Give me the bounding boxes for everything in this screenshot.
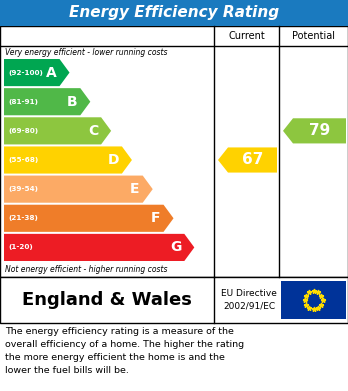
Text: EU Directive: EU Directive [221,289,277,298]
Text: overall efficiency of a home. The higher the rating: overall efficiency of a home. The higher… [5,340,244,349]
Text: The energy efficiency rating is a measure of the: The energy efficiency rating is a measur… [5,327,234,336]
Polygon shape [283,118,346,143]
Text: Not energy efficient - higher running costs: Not energy efficient - higher running co… [5,265,167,274]
Bar [0,0,348,26]
Text: C: C [88,124,98,138]
Text: A: A [46,66,56,80]
Text: G: G [170,240,181,255]
Text: Very energy efficient - lower running costs: Very energy efficient - lower running co… [5,48,167,57]
Text: Energy Efficiency Rating: Energy Efficiency Rating [69,5,279,20]
Polygon shape [4,117,111,144]
Text: 79: 79 [309,123,330,138]
Text: (39-54): (39-54) [8,186,38,192]
Text: (69-80): (69-80) [8,128,38,134]
Bar [0,277,348,323]
Text: Current: Current [228,31,265,41]
Polygon shape [4,176,153,203]
Text: (81-91): (81-91) [8,99,38,105]
Text: F: F [151,211,160,225]
Polygon shape [4,59,70,86]
Polygon shape [4,205,174,232]
Text: 67: 67 [242,152,263,167]
Text: B: B [67,95,77,109]
Polygon shape [4,146,132,174]
Text: Potential: Potential [292,31,335,41]
Text: lower the fuel bills will be.: lower the fuel bills will be. [5,366,129,375]
Polygon shape [4,88,90,115]
Bar [0,26,348,277]
Text: England & Wales: England & Wales [22,291,192,309]
Text: 2002/91/EC: 2002/91/EC [223,301,275,310]
Text: D: D [108,153,119,167]
Text: (21-38): (21-38) [8,215,38,221]
Text: the more energy efficient the home is and the: the more energy efficient the home is an… [5,353,225,362]
Bar [281,281,346,319]
Polygon shape [218,147,277,172]
Text: (92-100): (92-100) [8,70,43,75]
Polygon shape [4,234,194,261]
Text: (1-20): (1-20) [8,244,33,250]
Text: E: E [130,182,140,196]
Text: (55-68): (55-68) [8,157,38,163]
